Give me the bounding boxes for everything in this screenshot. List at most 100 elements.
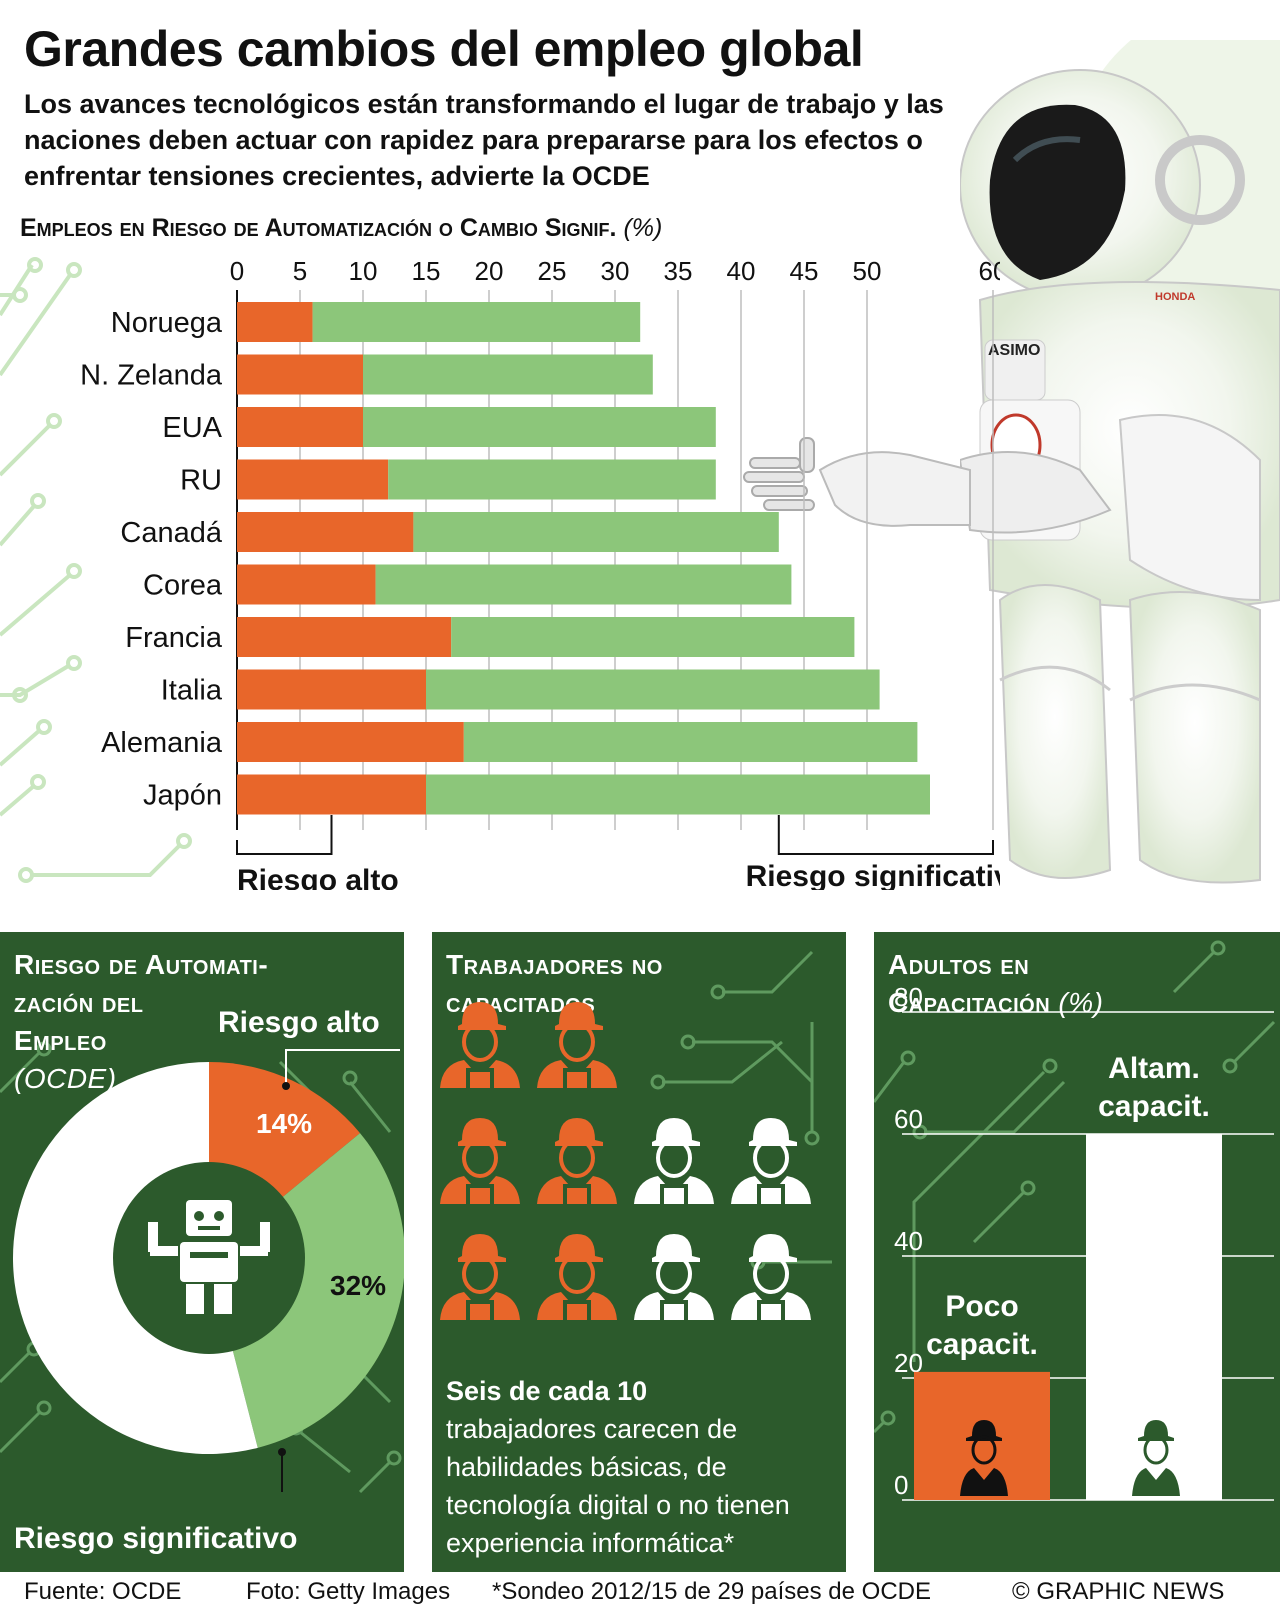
worker-apron-fill xyxy=(470,1072,490,1088)
worker-head xyxy=(559,1022,595,1062)
training-bar-label-1: Altam. capacit. xyxy=(1098,1052,1210,1123)
worker-apron-fill xyxy=(470,1188,490,1204)
training-bar-1 xyxy=(1086,1134,1222,1500)
asimo-label: ASIMO xyxy=(988,342,1040,359)
robot-icon-left-arm xyxy=(150,1246,178,1256)
training-worker-head xyxy=(971,1435,997,1465)
worker-body xyxy=(731,1292,811,1320)
x-tick-label: 45 xyxy=(790,256,819,286)
worker-body xyxy=(537,1292,617,1320)
worker-body xyxy=(537,1176,617,1204)
training-title-line1: Adultos en xyxy=(888,949,1030,980)
category-label: Japón xyxy=(143,780,222,812)
training-bar-label-word: Altam. xyxy=(1108,1052,1200,1085)
worker-body xyxy=(440,1176,520,1204)
bar-high-risk-9 xyxy=(237,774,426,815)
page-title: Grandes cambios del empleo global xyxy=(24,21,864,77)
circuit-decoration xyxy=(0,257,192,883)
worker-icon xyxy=(537,1002,617,1088)
worker-icon xyxy=(440,1002,520,1088)
robot-icon-head xyxy=(186,1200,232,1236)
worker-body xyxy=(634,1292,714,1320)
page-subtitle: Los avances tecnológicos están transform… xyxy=(24,89,944,191)
bar-high-risk-4 xyxy=(237,512,414,552)
bar-significant-risk-4 xyxy=(413,512,779,552)
pie-slice-1 xyxy=(209,1133,404,1448)
worker-cap xyxy=(555,1002,603,1030)
bar-significant-risk-9 xyxy=(426,774,930,815)
bar-significant-risk-2 xyxy=(363,407,716,447)
footer-photo: Foto: Getty Images xyxy=(246,1578,451,1605)
worker-apron-fill xyxy=(567,1072,587,1088)
robot-icon-chest-panel xyxy=(190,1252,228,1258)
worker-head xyxy=(559,1254,595,1294)
worker-icon xyxy=(537,1234,617,1320)
robot-hand xyxy=(743,437,971,527)
x-tick-label: 25 xyxy=(538,256,567,286)
worker-apron-fill xyxy=(761,1304,781,1320)
legend-bracket-significant xyxy=(777,815,994,855)
pie-value-significant: 32% xyxy=(330,1270,387,1301)
unskilled-panel: Trabajadores no capacitados Seis de cada… xyxy=(432,932,846,1572)
worker-cap xyxy=(749,1234,797,1262)
bar-significant-risk-8 xyxy=(463,722,918,762)
worker-cap xyxy=(458,1234,506,1262)
chart-title-text: Empleos en Riesgo de Automatización o Ca… xyxy=(20,214,617,242)
horizontal-bar-chart: 0 5 10 15 20 25 30 35 40 45 50 60 Noruega N. Zelanda E… xyxy=(80,256,1000,890)
x-tick-label: 60 xyxy=(979,256,1000,286)
worker-icon xyxy=(634,1234,714,1320)
x-tick-label: 0 xyxy=(230,256,244,286)
y-tick-label: 0 xyxy=(894,1470,908,1500)
worker-apron-fill xyxy=(567,1304,587,1320)
legend-bracket-high xyxy=(236,815,333,855)
worker-head xyxy=(462,1022,498,1062)
worker-icon xyxy=(440,1118,520,1204)
training-circuit-decoration xyxy=(874,940,1276,1434)
worker-body xyxy=(634,1176,714,1204)
x-tick-label: 10 xyxy=(349,256,378,286)
footer-credit: © GRAPHIC NEWS xyxy=(1012,1578,1225,1605)
pie-label-significant: Riesgo significativo xyxy=(14,1522,298,1555)
chart-title: Empleos en Riesgo de Automatización o Ca… xyxy=(20,214,662,243)
pie-leader-significant-dot xyxy=(278,1448,286,1456)
training-worker-icon xyxy=(960,1420,1008,1496)
worker-cap xyxy=(555,1234,603,1262)
worker-icon xyxy=(731,1118,811,1204)
worker-cap xyxy=(652,1234,700,1262)
pie-leader-high-dot xyxy=(282,1082,290,1090)
worker-head xyxy=(656,1138,692,1178)
training-worker-icon xyxy=(1132,1420,1180,1496)
bar-significant-risk-5 xyxy=(375,564,792,605)
legend-label-high: Riesgo alto xyxy=(237,864,399,890)
chart-unit: (%) xyxy=(623,214,663,242)
footer-note: *Sondeo 2012/15 de 29 países de OCDE xyxy=(492,1578,931,1605)
training-bar-label-word: capacit. xyxy=(1098,1090,1210,1123)
worker-icon xyxy=(440,1234,520,1320)
pie-leader-high xyxy=(285,1049,400,1086)
training-panel-title: Adultos en Capacitación (%) xyxy=(888,946,1103,1022)
training-bar-label-word: capacit. xyxy=(926,1328,1038,1361)
worker-body xyxy=(537,1060,617,1088)
category-label: Noruega xyxy=(111,307,223,339)
honda-label-shoulder: HONDA xyxy=(1155,291,1195,303)
category-label: Canadá xyxy=(120,517,222,549)
robot-icon-right-forearm xyxy=(260,1222,270,1252)
worker-icon xyxy=(731,1234,811,1320)
training-bar-label-word: Poco xyxy=(945,1290,1018,1323)
bar-high-risk-0 xyxy=(237,302,313,342)
pie-panel: Riesgo de Automati- zación del Empleo (O… xyxy=(0,932,404,1572)
bar-high-risk-3 xyxy=(237,459,389,500)
x-tick-label: 50 xyxy=(853,256,882,286)
pie-title-line1: Riesgo de Automati- xyxy=(14,949,269,980)
worker-icon-grid xyxy=(440,1002,811,1320)
robot-icon-mouth xyxy=(198,1226,220,1230)
category-label: Italia xyxy=(161,675,223,707)
category-label: Corea xyxy=(143,570,223,602)
robot-icon-left-eye xyxy=(194,1211,204,1221)
worker-apron-fill xyxy=(761,1188,781,1204)
worker-apron-fill xyxy=(664,1188,684,1204)
unskilled-highlight: Seis de cada 10 xyxy=(446,1376,648,1406)
y-tick-label: 60 xyxy=(894,1104,923,1134)
unskilled-title-line1: Trabajadores no xyxy=(446,949,663,980)
robot-icon-right-arm xyxy=(240,1246,268,1256)
